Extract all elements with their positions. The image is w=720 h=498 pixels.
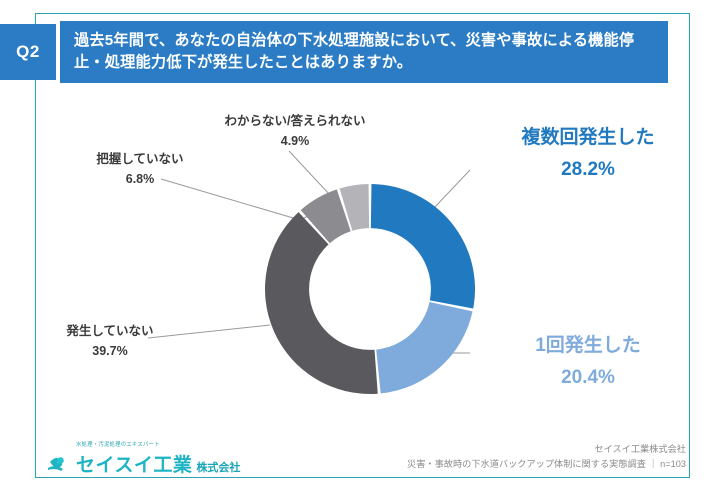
segment-label-none-pct: 39.7% (92, 343, 128, 358)
source-survey: 災害・事故時の下水道バックアップ体制に関する実態調査 ｜ n=103 (407, 458, 686, 469)
slide-footer: 水処理・汚泥処理のエキスパート セイスイ工業 株式会社 セイスイ工業株式会社 災… (0, 430, 720, 490)
donut-segment (370, 184, 475, 309)
question-text: 過去5年間で、あなたの自治体の下水処理施設において、災害や事故による機能停止・処… (74, 31, 635, 71)
segment-label-once-pct: 20.4% (561, 366, 615, 388)
source-company: セイスイ工業株式会社 (594, 444, 686, 454)
logo-text: 水処理・汚泥処理のエキスパート セイスイ工業 株式会社 (76, 440, 240, 477)
donut-segment (376, 301, 473, 394)
segment-label-unknown-pct: 4.9% (280, 133, 310, 148)
question-banner: 過去5年間で、あなたの自治体の下水処理施設において、災害や事故による機能停止・処… (60, 21, 668, 83)
segment-label-unknown: わからない/答えられない 4.9% (190, 113, 400, 150)
segment-label-unknown-name: わからない/答えられない (224, 114, 366, 128)
logo-company-suffix: 株式会社 (196, 462, 241, 474)
logo-name-row: セイスイ工業 株式会社 (76, 450, 240, 477)
logo-tagline: 水処理・汚泥処理のエキスパート (76, 442, 160, 448)
segment-label-multi-pct: 28.2% (561, 158, 615, 180)
donut-segment (339, 184, 370, 231)
donut-chart-area: 複数回発生した 28.2% 1回発生した 20.4% 発生していない 39.7%… (0, 95, 720, 425)
company-logo: 水処理・汚泥処理のエキスパート セイスイ工業 株式会社 (46, 440, 240, 477)
segment-label-once: 1回発生した 20.4% (478, 333, 698, 390)
donut-segment (300, 189, 351, 244)
segment-label-nograsp-pct: 6.8% (125, 171, 155, 186)
segment-label-none-name: 発生していない (66, 324, 154, 338)
donut-segment (265, 212, 378, 395)
segment-label-once-name: 1回発生した (535, 335, 641, 356)
source-note: セイスイ工業株式会社 災害・事故時の下水道バックアップ体制に関する実態調査 ｜ … (407, 442, 686, 471)
segment-label-multi: 複数回発生した 28.2% (478, 125, 698, 182)
question-number-badge: Q2 (0, 24, 56, 80)
question-number-label: Q2 (16, 42, 40, 61)
segment-label-nograsp: 把握していない 6.8% (55, 151, 225, 188)
donut-segments (265, 184, 475, 395)
logo-company-name: セイスイ工業 (76, 455, 193, 476)
segment-label-none: 発生していない 39.7% (20, 323, 200, 360)
water-drop-icon (48, 457, 64, 471)
donut-chart-svg (265, 184, 475, 395)
segment-label-nograsp-name: 把握していない (96, 152, 184, 166)
slide-border-frame (35, 13, 690, 478)
donut-chart (258, 177, 482, 401)
segment-label-multi-name: 複数回発生した (521, 127, 655, 148)
